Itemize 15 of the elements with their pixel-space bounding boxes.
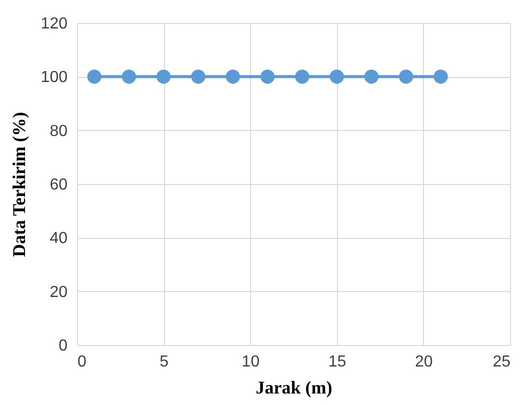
x-axis-title: Jarak (m) — [256, 378, 332, 398]
y-tick-label: 0 — [58, 338, 68, 354]
x-tick-label: 0 — [78, 354, 86, 370]
x-tick-label: 5 — [160, 354, 169, 370]
y-tick-label: 120 — [40, 16, 68, 32]
y-tick-label: 80 — [50, 122, 68, 140]
x-tick-label: 15 — [328, 354, 346, 370]
y-tick-label: 100 — [40, 69, 68, 86]
x-tick-label: 25 — [492, 354, 511, 370]
y-axis-title: Data Terkirim (%) — [8, 112, 29, 257]
x-tick-label: 20 — [415, 354, 433, 370]
y-tick-label: 60 — [50, 176, 68, 194]
y-tick-label: 40 — [50, 230, 68, 248]
y-tick-label: 20 — [50, 284, 68, 301]
x-tick-label: 10 — [242, 354, 260, 370]
